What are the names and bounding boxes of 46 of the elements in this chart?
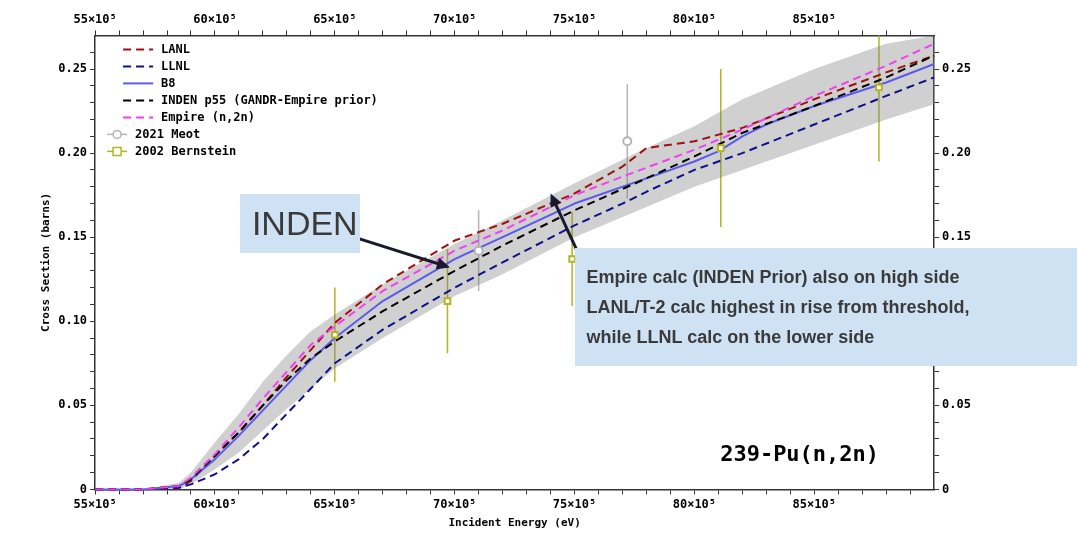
x-axis-title: Incident Energy (eV) <box>448 516 581 530</box>
y2-tick-label: 0.25 <box>942 61 972 76</box>
legend-label: INDEN p55 (GANDR-Empire prior) <box>161 92 378 107</box>
x2-tick-label: 85×10⁵ <box>792 12 836 27</box>
callout: Empire calc (INDEN Prior) also on high side LANL/T-2 calc highest in rise from threshold, while LLNL calc on the lower side <box>574 248 1077 367</box>
x-tick-label: 80×10⁵ <box>672 496 717 511</box>
y-axis-title: Cross Section (barns) <box>39 192 53 332</box>
legend-label: LLNL <box>161 58 190 73</box>
x2-tick-label: 55×10⁵ <box>73 12 117 27</box>
point <box>473 245 484 256</box>
y-tick-label: 0.25 <box>58 61 88 76</box>
x-tick-label: 85×10⁵ <box>792 496 836 511</box>
x2-tick-label: 80×10⁵ <box>672 12 717 27</box>
y-tick-label: 0.20 <box>58 145 88 160</box>
annotation: INDEN <box>251 203 358 245</box>
y-tick-label: 0.10 <box>58 313 88 328</box>
x2-tick-label: 75×10⁵ <box>552 12 597 27</box>
legend-label: 2021 Meot <box>135 126 201 141</box>
x-tick-label: 70×10⁵ <box>432 496 477 511</box>
x-tick-label: 65×10⁵ <box>313 496 357 511</box>
y-tick-label: 0.05 <box>58 397 88 412</box>
annotation: Empire calc (INDEN Prior) also on high side LANL/T-2 calc highest in rise from threshold, while LLNL calc on the lower side <box>586 266 970 350</box>
legend-label: B8 <box>161 75 176 90</box>
x-tick-label: 60×10⁵ <box>193 496 237 511</box>
point <box>716 144 725 152</box>
x2-tick-label: 70×10⁵ <box>432 12 477 27</box>
legend-label: Empire (n,2n) <box>161 109 256 124</box>
legend-label: LANL <box>161 41 190 56</box>
x2-tick-label: 65×10⁵ <box>313 12 357 27</box>
point <box>568 255 576 263</box>
y2-tick-label: 0.20 <box>942 145 972 160</box>
point <box>330 330 339 339</box>
y-tick-label: 0 <box>79 481 88 496</box>
point <box>622 136 633 147</box>
x-tick-label: 55×10⁵ <box>73 496 117 511</box>
point <box>443 297 452 305</box>
legend-label: 2002 Bernstein <box>135 143 237 158</box>
y2-tick-label: 0.15 <box>942 229 972 244</box>
y-tick-label: 0.15 <box>58 229 88 244</box>
point <box>875 83 883 92</box>
y2-tick-label: 0.05 <box>942 397 972 412</box>
annotation: 239-Pu(n,2n) <box>720 441 880 467</box>
x2-tick-label: 60×10⁵ <box>193 12 237 27</box>
x-tick-label: 75×10⁵ <box>552 496 597 511</box>
y2-tick-label: 0 <box>942 481 950 496</box>
callout: INDEN <box>239 194 360 254</box>
